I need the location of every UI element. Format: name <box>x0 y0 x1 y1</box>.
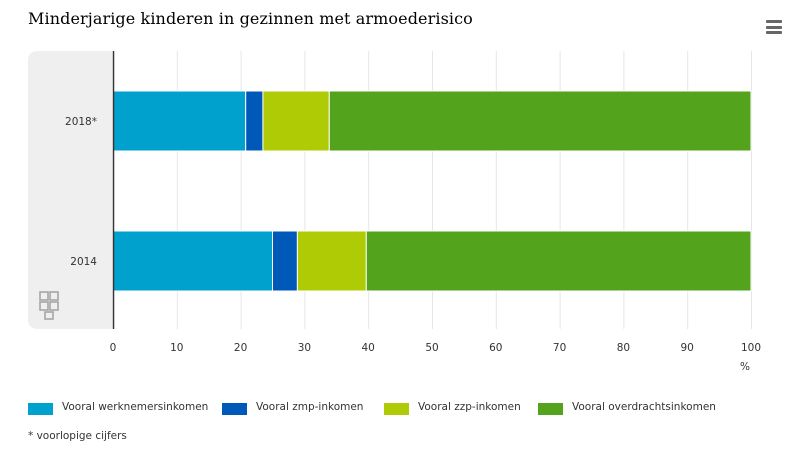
bar-segment <box>245 90 264 152</box>
x-tick-label: 30 <box>298 342 311 354</box>
legend-swatch <box>384 403 409 415</box>
legend-label: Vooral zzp-inkomen <box>418 401 521 413</box>
x-tick-label: 50 <box>425 342 438 354</box>
x-tick-label: 100 <box>741 342 761 354</box>
category-label: 2018* <box>65 116 97 128</box>
cbs-logo-icon <box>39 291 59 320</box>
legend: Vooral werknemersinkomen Vooral zmp-inkom… <box>28 400 788 418</box>
x-tick-label: 60 <box>489 342 502 354</box>
bar-segment <box>296 230 367 292</box>
legend-swatch <box>222 403 247 415</box>
legend-swatch <box>28 403 53 415</box>
x-axis-label: % <box>740 361 750 373</box>
bar-segment <box>365 230 752 292</box>
x-tick-label: 40 <box>362 342 375 354</box>
stacked-bar-chart: 2018* 2014 0 10 20 30 40 50 60 70 80 90 100% <box>28 51 761 373</box>
category-label: 2014 <box>70 256 97 268</box>
cbs-logo-block <box>39 301 49 311</box>
chart-title: Minderjarige kinderen in gezinnen met ar… <box>28 9 473 28</box>
cbs-logo-block <box>49 301 59 311</box>
footnote: * voorlopige cijfers <box>28 430 127 442</box>
x-tick-label: 70 <box>553 342 566 354</box>
legend-label: Vooral zmp-inkomen <box>256 401 364 413</box>
x-tick-label: 90 <box>681 342 694 354</box>
x-tick-label: 20 <box>234 342 247 354</box>
x-tick-label: 10 <box>170 342 183 354</box>
cbs-logo-block <box>44 311 54 320</box>
bar-segment <box>262 90 330 152</box>
x-tick-label: 0 <box>110 342 117 354</box>
bar-segment <box>272 230 298 292</box>
cbs-logo-block <box>49 291 59 301</box>
category-panel <box>28 51 112 329</box>
bar-segment <box>112 90 247 152</box>
legend-label: Vooral overdrachtsinkomen <box>572 401 716 413</box>
legend-label: Vooral werknemersinkomen <box>62 401 209 413</box>
cbs-logo-block <box>39 291 49 301</box>
hamburger-menu-icon[interactable] <box>765 19 783 35</box>
bar-segment <box>112 230 273 292</box>
bar-segment <box>328 90 752 152</box>
legend-swatch <box>538 403 563 415</box>
x-tick-label: 80 <box>617 342 630 354</box>
